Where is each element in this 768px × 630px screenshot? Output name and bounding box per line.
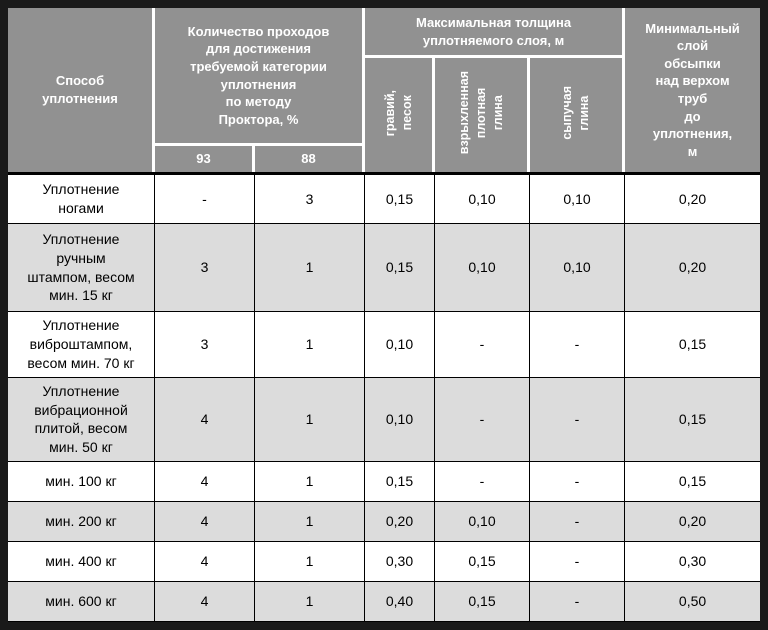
min-layer-cell: 0,15 (625, 462, 761, 503)
header-soil-dense-clay: взрыхленная плотная глина (435, 58, 530, 172)
gravel-sand-cell: 0,40 (365, 582, 435, 623)
method-cell: Уплотнение ручным штампом, весом мин. 15… (8, 224, 155, 312)
table-row: Уплотнение вибрационной плитой, весом ми… (8, 377, 761, 463)
min-layer-cell: 0,30 (625, 542, 761, 583)
loose-clay-cell: - (530, 582, 626, 623)
method-cell: Уплотнение виброштампом, весом мин. 70 к… (8, 312, 155, 378)
loose-clay-cell: - (530, 377, 626, 463)
passes-88-cell: 1 (255, 582, 365, 623)
method-cell: Уплотнение ногами (8, 172, 155, 224)
table-body: Уплотнение ногами - 3 0,15 0,10 0,10 0,2… (8, 172, 761, 623)
passes-93-cell: 3 (155, 312, 255, 378)
dense-clay-cell: 0,10 (435, 502, 530, 543)
loose-clay-cell: - (530, 542, 626, 583)
dense-clay-cell: 0,15 (435, 542, 530, 583)
table-row: Уплотнение ручным штампом, весом мин. 15… (8, 224, 761, 312)
compaction-table: Способ уплотнения Количество проходов дл… (8, 8, 761, 623)
header-passes-93: 93 (155, 146, 255, 172)
min-layer-cell: 0,50 (625, 582, 761, 623)
passes-93-cell: 4 (155, 462, 255, 503)
min-layer-cell: 0,20 (625, 224, 761, 312)
gravel-sand-cell: 0,30 (365, 542, 435, 583)
passes-93-cell: 4 (155, 582, 255, 623)
gravel-sand-cell: 0,15 (365, 224, 435, 312)
min-layer-cell: 0,15 (625, 312, 761, 378)
gravel-sand-cell: 0,20 (365, 502, 435, 543)
min-layer-cell: 0,15 (625, 378, 761, 463)
passes-93-cell: 4 (155, 542, 255, 583)
min-layer-cell: 0,20 (625, 172, 761, 224)
loose-clay-cell: - (530, 462, 626, 503)
table-row: мин. 100 кг 4 1 0,15 - - 0,15 (8, 462, 761, 503)
gravel-sand-cell: 0,10 (365, 377, 435, 463)
dense-clay-cell: - (435, 462, 530, 503)
loose-clay-cell: - (530, 502, 626, 543)
dense-clay-cell: 0,10 (435, 224, 530, 312)
table-row: мин. 400 кг 4 1 0,30 0,15 - 0,30 (8, 542, 761, 583)
passes-88-cell: 1 (255, 462, 365, 503)
header-passes-88: 88 (255, 146, 365, 172)
header-soil-gravel: гравий, песок (365, 58, 435, 172)
passes-88-cell: 1 (255, 502, 365, 543)
header-passes-group: Количество проходов для достижения требу… (155, 8, 365, 146)
gravel-sand-cell: 0,15 (365, 172, 435, 224)
loose-clay-cell: 0,10 (530, 172, 626, 224)
header-min-layer: Минимальный слой обсыпки над верхом труб… (625, 8, 761, 172)
passes-88-cell: 1 (255, 542, 365, 583)
loose-clay-cell: - (530, 312, 626, 378)
passes-93-cell: 3 (155, 224, 255, 312)
dense-clay-cell: - (435, 312, 530, 378)
gravel-sand-cell: 0,15 (365, 462, 435, 503)
passes-88-cell: 1 (255, 224, 365, 312)
table-row: Уплотнение ногами - 3 0,15 0,10 0,10 0,2… (8, 172, 761, 224)
header-soil-gravel-label: гравий, песок (382, 89, 414, 136)
header-soil-dense-clay-label: взрыхленная плотная глина (456, 71, 505, 155)
passes-93-cell: 4 (155, 377, 255, 463)
method-cell: мин. 200 кг (8, 502, 155, 543)
passes-88-cell: 1 (255, 377, 365, 463)
table-row: мин. 600 кг 4 1 0,40 0,15 - 0,50 (8, 582, 761, 623)
min-layer-cell: 0,20 (625, 502, 761, 543)
table-header: Способ уплотнения Количество проходов дл… (8, 8, 761, 172)
dense-clay-cell: 0,10 (435, 172, 530, 224)
header-thickness-group: Максимальная толщина уплотняемого слоя, … (365, 8, 626, 58)
dense-clay-cell: - (435, 377, 530, 463)
header-soil-loose-clay: сыпучая глина (530, 58, 626, 172)
method-cell: мин. 400 кг (8, 542, 155, 583)
passes-88-cell: 1 (255, 312, 365, 378)
gravel-sand-cell: 0,10 (365, 312, 435, 378)
header-method: Способ уплотнения (8, 8, 155, 172)
method-cell: Уплотнение вибрационной плитой, весом ми… (8, 377, 155, 463)
loose-clay-cell: 0,10 (530, 224, 626, 312)
passes-93-cell: - (155, 172, 255, 224)
passes-88-cell: 3 (255, 172, 365, 224)
table-row: Уплотнение виброштампом, весом мин. 70 к… (8, 312, 761, 378)
header-soil-loose-clay-label: сыпучая глина (560, 85, 592, 140)
dense-clay-cell: 0,15 (435, 582, 530, 623)
passes-93-cell: 4 (155, 502, 255, 543)
method-cell: мин. 100 кг (8, 462, 155, 503)
table-row: мин. 200 кг 4 1 0,20 0,10 - 0,20 (8, 502, 761, 543)
method-cell: мин. 600 кг (8, 582, 155, 623)
